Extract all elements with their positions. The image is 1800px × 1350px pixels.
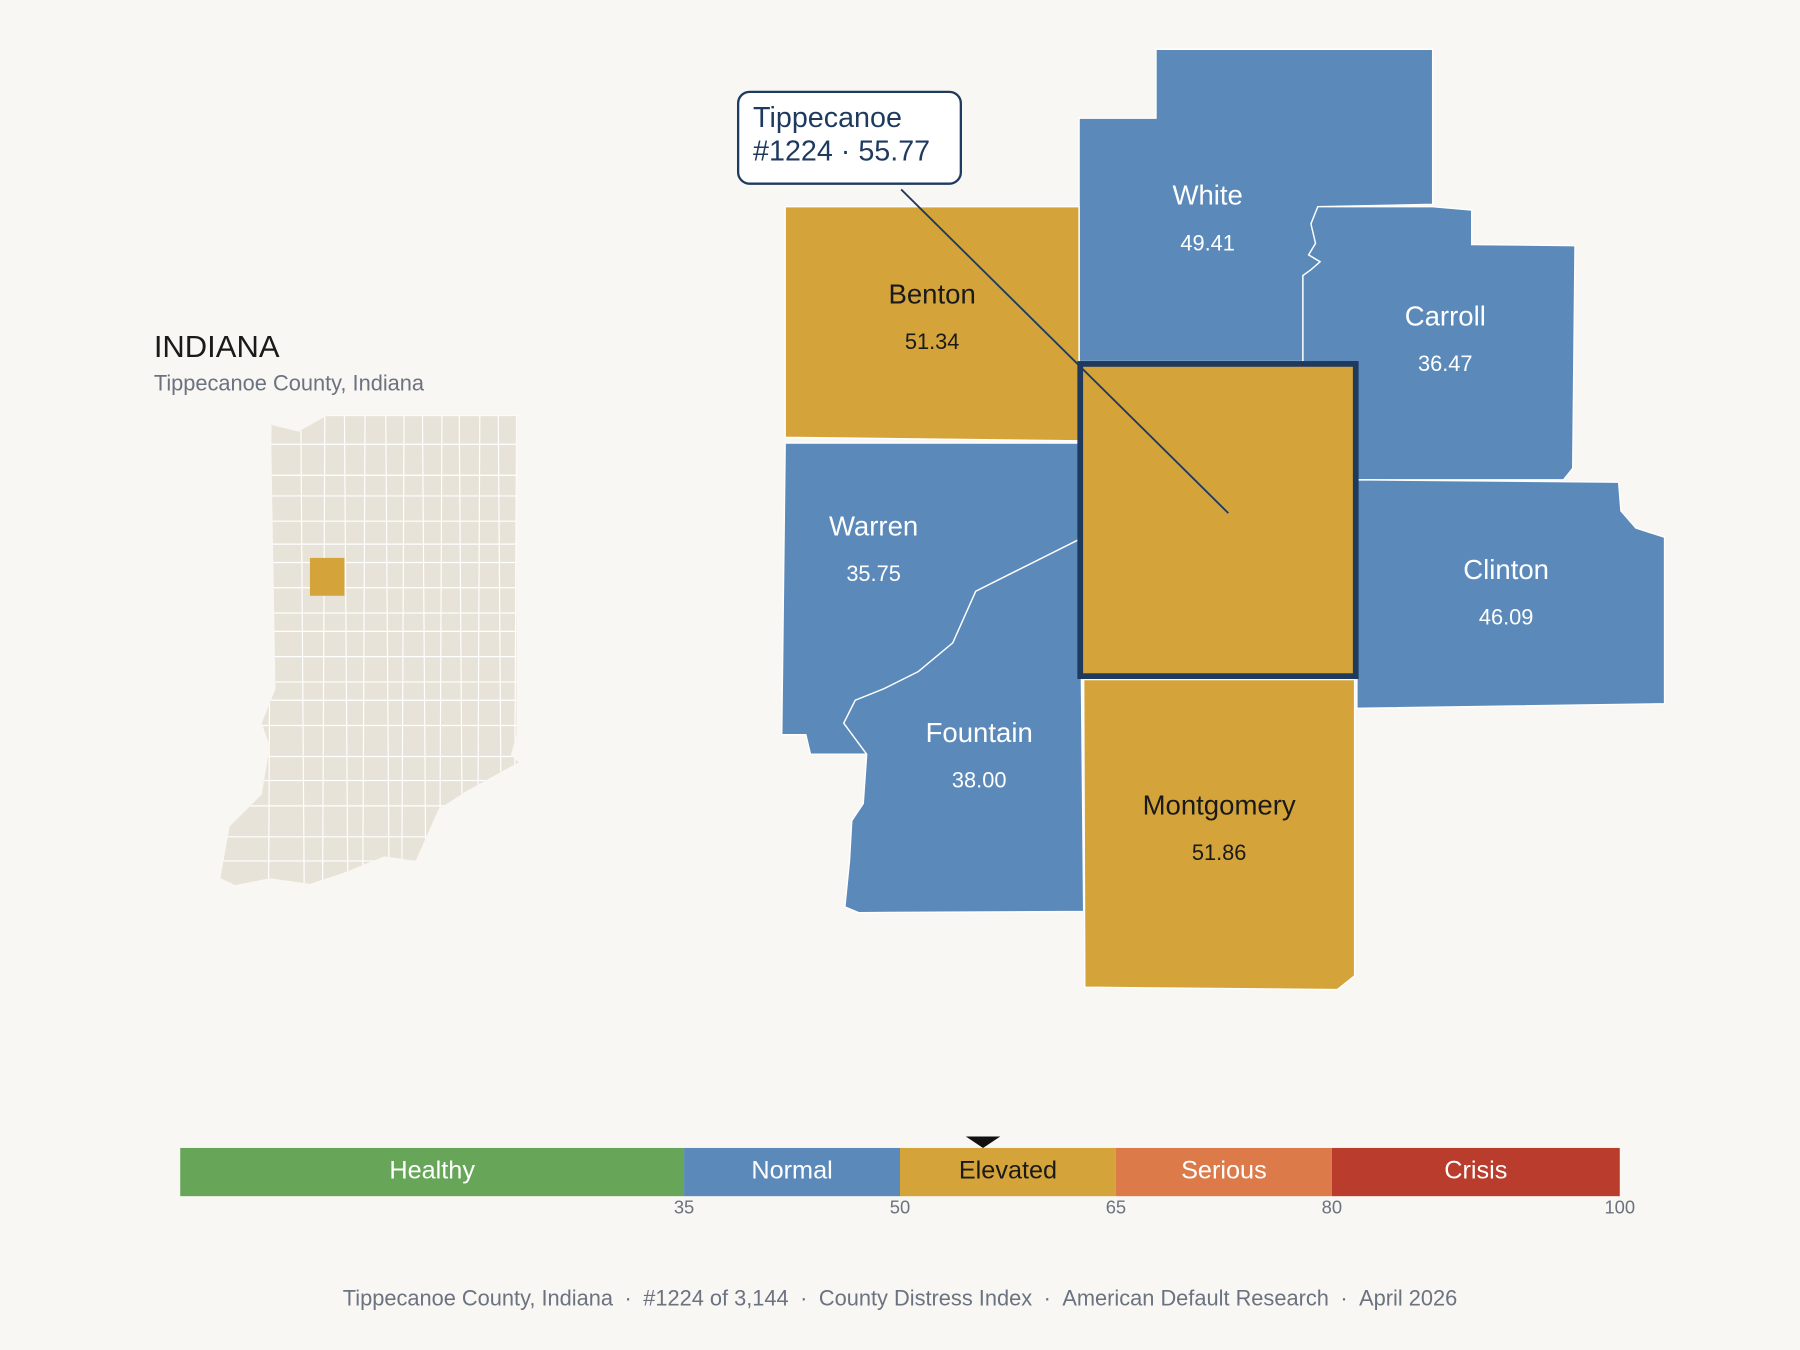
county-score: 35.75 bbox=[846, 561, 901, 586]
footer-item: #1224 of 3,144 bbox=[643, 1285, 788, 1310]
distress-scale: Healthy Normal Elevated Serious Crisis 35 50 65… bbox=[180, 1136, 1635, 1218]
county-border bbox=[421, 415, 427, 886]
county-score: 38.00 bbox=[952, 768, 1007, 793]
county-border bbox=[401, 415, 405, 886]
scale-tick-label: 100 bbox=[1604, 1197, 1635, 1218]
county-score: 49.41 bbox=[1180, 230, 1235, 255]
scale-band bbox=[684, 1147, 900, 1197]
county-border bbox=[343, 415, 349, 886]
scale-band-label: Serious bbox=[1181, 1157, 1267, 1185]
scale-band-label: Normal bbox=[751, 1157, 832, 1185]
county-score: 51.34 bbox=[905, 329, 960, 354]
footer-item: American Default Research bbox=[1062, 1285, 1329, 1310]
county-border bbox=[362, 415, 366, 886]
callout-box bbox=[736, 90, 962, 185]
scale-band-label: Elevated bbox=[959, 1157, 1057, 1185]
footer-separator: · bbox=[624, 1285, 631, 1310]
scale-band bbox=[1331, 1147, 1620, 1197]
county-shape bbox=[784, 205, 1080, 442]
scale-band bbox=[1115, 1147, 1332, 1197]
scale-tick-label: 50 bbox=[890, 1197, 910, 1218]
county-border bbox=[322, 415, 326, 886]
footer-item: April 2026 bbox=[1359, 1285, 1457, 1310]
county-border bbox=[300, 415, 305, 886]
county-name: Carroll bbox=[1405, 300, 1486, 331]
scale-tick-label: 65 bbox=[1106, 1197, 1126, 1218]
scale-tick-label: 35 bbox=[674, 1197, 694, 1218]
state-subtitle: Tippecanoe County, Indiana bbox=[154, 370, 425, 395]
footer-separator: · bbox=[1044, 1285, 1051, 1310]
county-score: 36.47 bbox=[1418, 351, 1473, 376]
callout-leader bbox=[900, 188, 1229, 514]
state-title: INDIANA bbox=[154, 329, 280, 364]
footer-separator: · bbox=[800, 1285, 807, 1310]
scale-band-label: Healthy bbox=[389, 1157, 475, 1185]
scale-band-label: Crisis bbox=[1444, 1157, 1507, 1185]
county-name: Fountain bbox=[926, 717, 1033, 748]
county-shape bbox=[1082, 678, 1356, 991]
scale-tick-label: 80 bbox=[1322, 1197, 1342, 1218]
county-score: 51.86 bbox=[1192, 840, 1247, 865]
callout-detail: #1224 · 55.77 bbox=[753, 135, 930, 167]
county-name: Montgomery bbox=[1143, 789, 1296, 820]
footer-item: Tippecanoe County, Indiana bbox=[343, 1285, 614, 1310]
highlight-county bbox=[309, 557, 345, 596]
county-shape bbox=[1356, 479, 1666, 709]
footer-separator: · bbox=[1340, 1285, 1347, 1310]
callout-name: Tippecanoe bbox=[753, 102, 902, 134]
footer-item: County Distress Index bbox=[819, 1285, 1032, 1310]
county-name: Warren bbox=[829, 510, 918, 541]
county-score: 46.09 bbox=[1479, 605, 1534, 630]
scale-band bbox=[180, 1147, 685, 1197]
county-name: White bbox=[1172, 180, 1242, 211]
county-map: White 49.41 Carroll 36.47 Clinton 46.09 Benton… bbox=[781, 48, 1666, 991]
county-border bbox=[385, 415, 390, 886]
county-shape bbox=[842, 538, 1085, 914]
footer: Tippecanoe County, Indiana · #1224 of 3,14… bbox=[343, 1285, 1457, 1310]
county-name: Benton bbox=[888, 278, 975, 309]
highlight-county bbox=[1077, 361, 1359, 680]
scale-marker bbox=[965, 1136, 1001, 1148]
county-name: Clinton bbox=[1463, 554, 1549, 585]
scale-band bbox=[900, 1147, 1116, 1197]
